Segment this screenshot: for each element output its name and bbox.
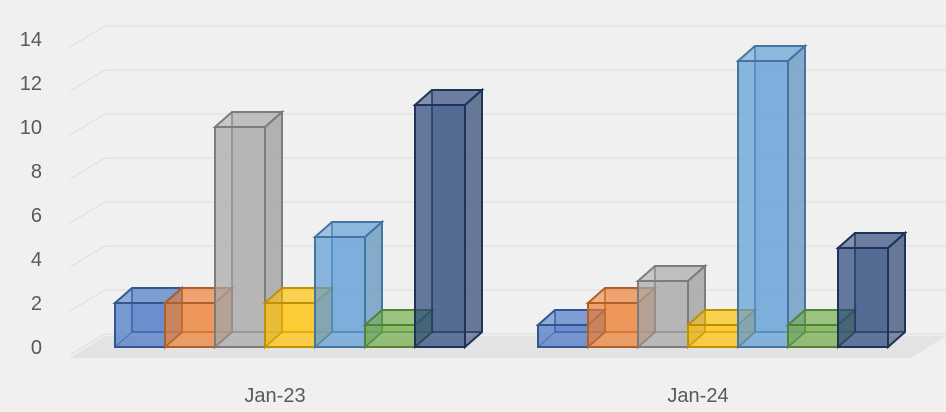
bar <box>738 46 805 347</box>
y-tick-label: 0 <box>31 337 42 359</box>
bar <box>838 233 905 347</box>
gridline <box>70 158 946 179</box>
gridline <box>70 246 946 267</box>
y-tick-label: 8 <box>31 161 42 183</box>
y-tick-label: 6 <box>31 205 42 227</box>
gridline <box>70 114 946 135</box>
y-tick-label: 2 <box>31 293 42 315</box>
y-tick-label: 4 <box>31 249 42 271</box>
x-category-label: Jan-24 <box>667 385 728 407</box>
bar <box>415 90 482 347</box>
gridline <box>70 70 946 91</box>
gridline <box>70 202 946 223</box>
y-axis: 0 2 4 6 8 10 12 14 <box>20 29 42 359</box>
bars <box>115 46 905 347</box>
x-axis: Jan-23 Jan-24 <box>244 385 728 407</box>
y-tick-label: 14 <box>20 29 42 51</box>
x-category-label: Jan-23 <box>244 385 305 407</box>
y-tick-label: 12 <box>20 73 42 95</box>
y-tick-label: 10 <box>20 117 42 139</box>
gridline <box>70 26 946 47</box>
